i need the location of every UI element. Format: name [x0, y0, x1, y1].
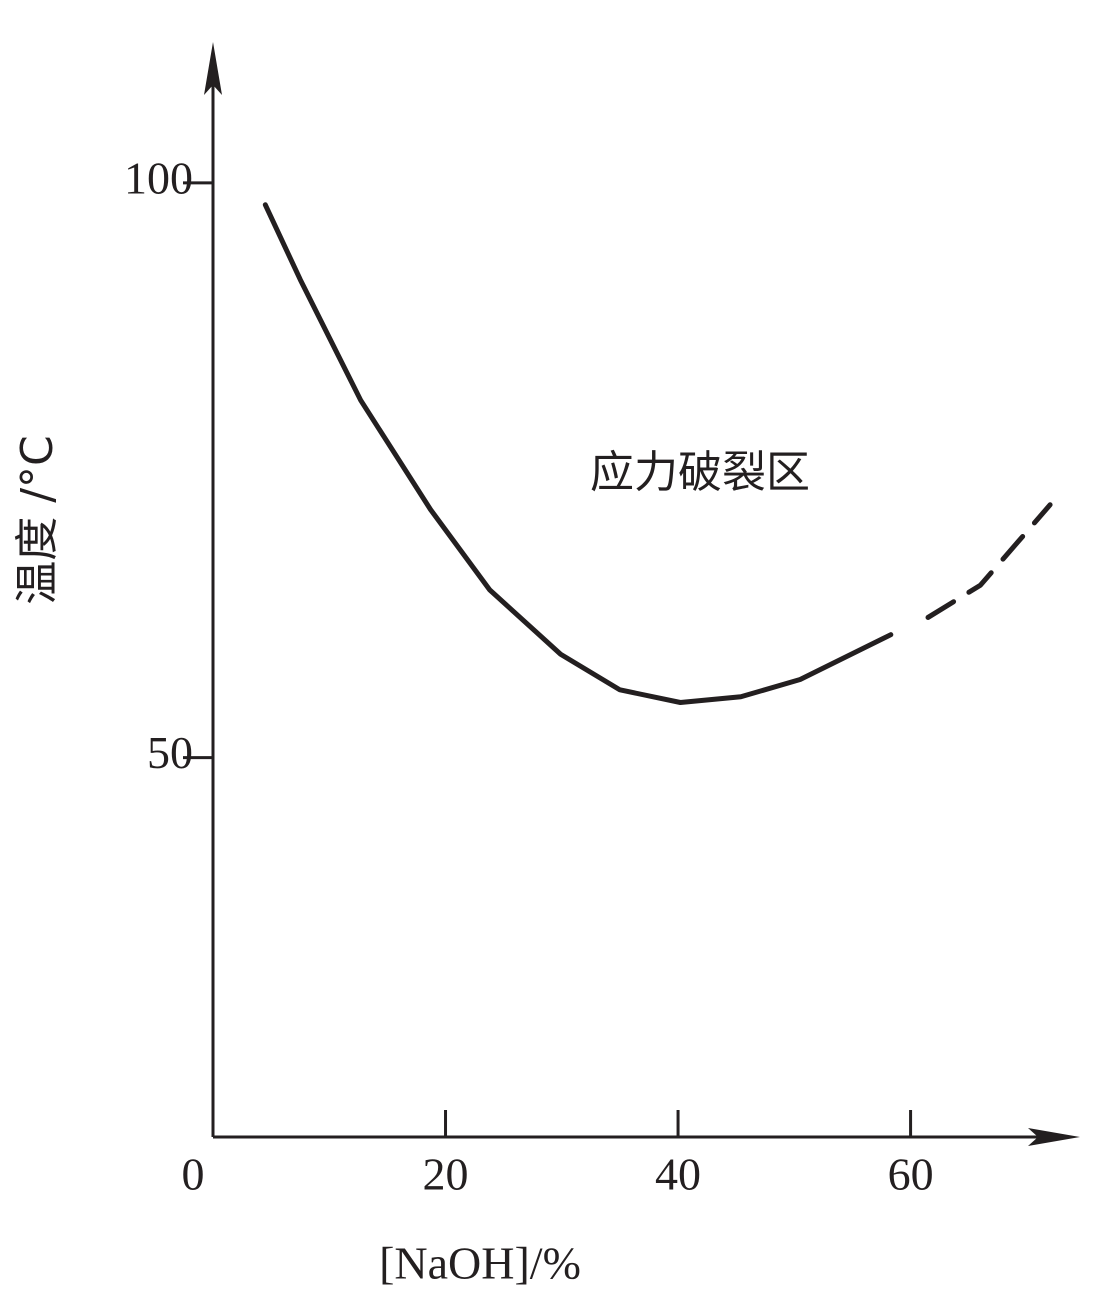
- x-tick-label: 60: [888, 1149, 934, 1200]
- y-axis-arrow: [204, 42, 222, 95]
- x-axis-arrow: [1028, 1128, 1080, 1146]
- line: [262, 202, 894, 705]
- y-tick-label: 50: [147, 727, 193, 778]
- y-tick-label: 100: [124, 152, 193, 203]
- x-axis-label: [NaOH]/%: [379, 1238, 581, 1289]
- x-tick-label: 0: [182, 1149, 205, 1200]
- annotation: 应力破裂区: [590, 447, 810, 498]
- x-tick-label: 40: [655, 1149, 701, 1200]
- y-axis-label: 温度 /°C: [12, 435, 63, 605]
- dashed-line: [925, 502, 1053, 620]
- x-tick-label: 20: [423, 1149, 469, 1200]
